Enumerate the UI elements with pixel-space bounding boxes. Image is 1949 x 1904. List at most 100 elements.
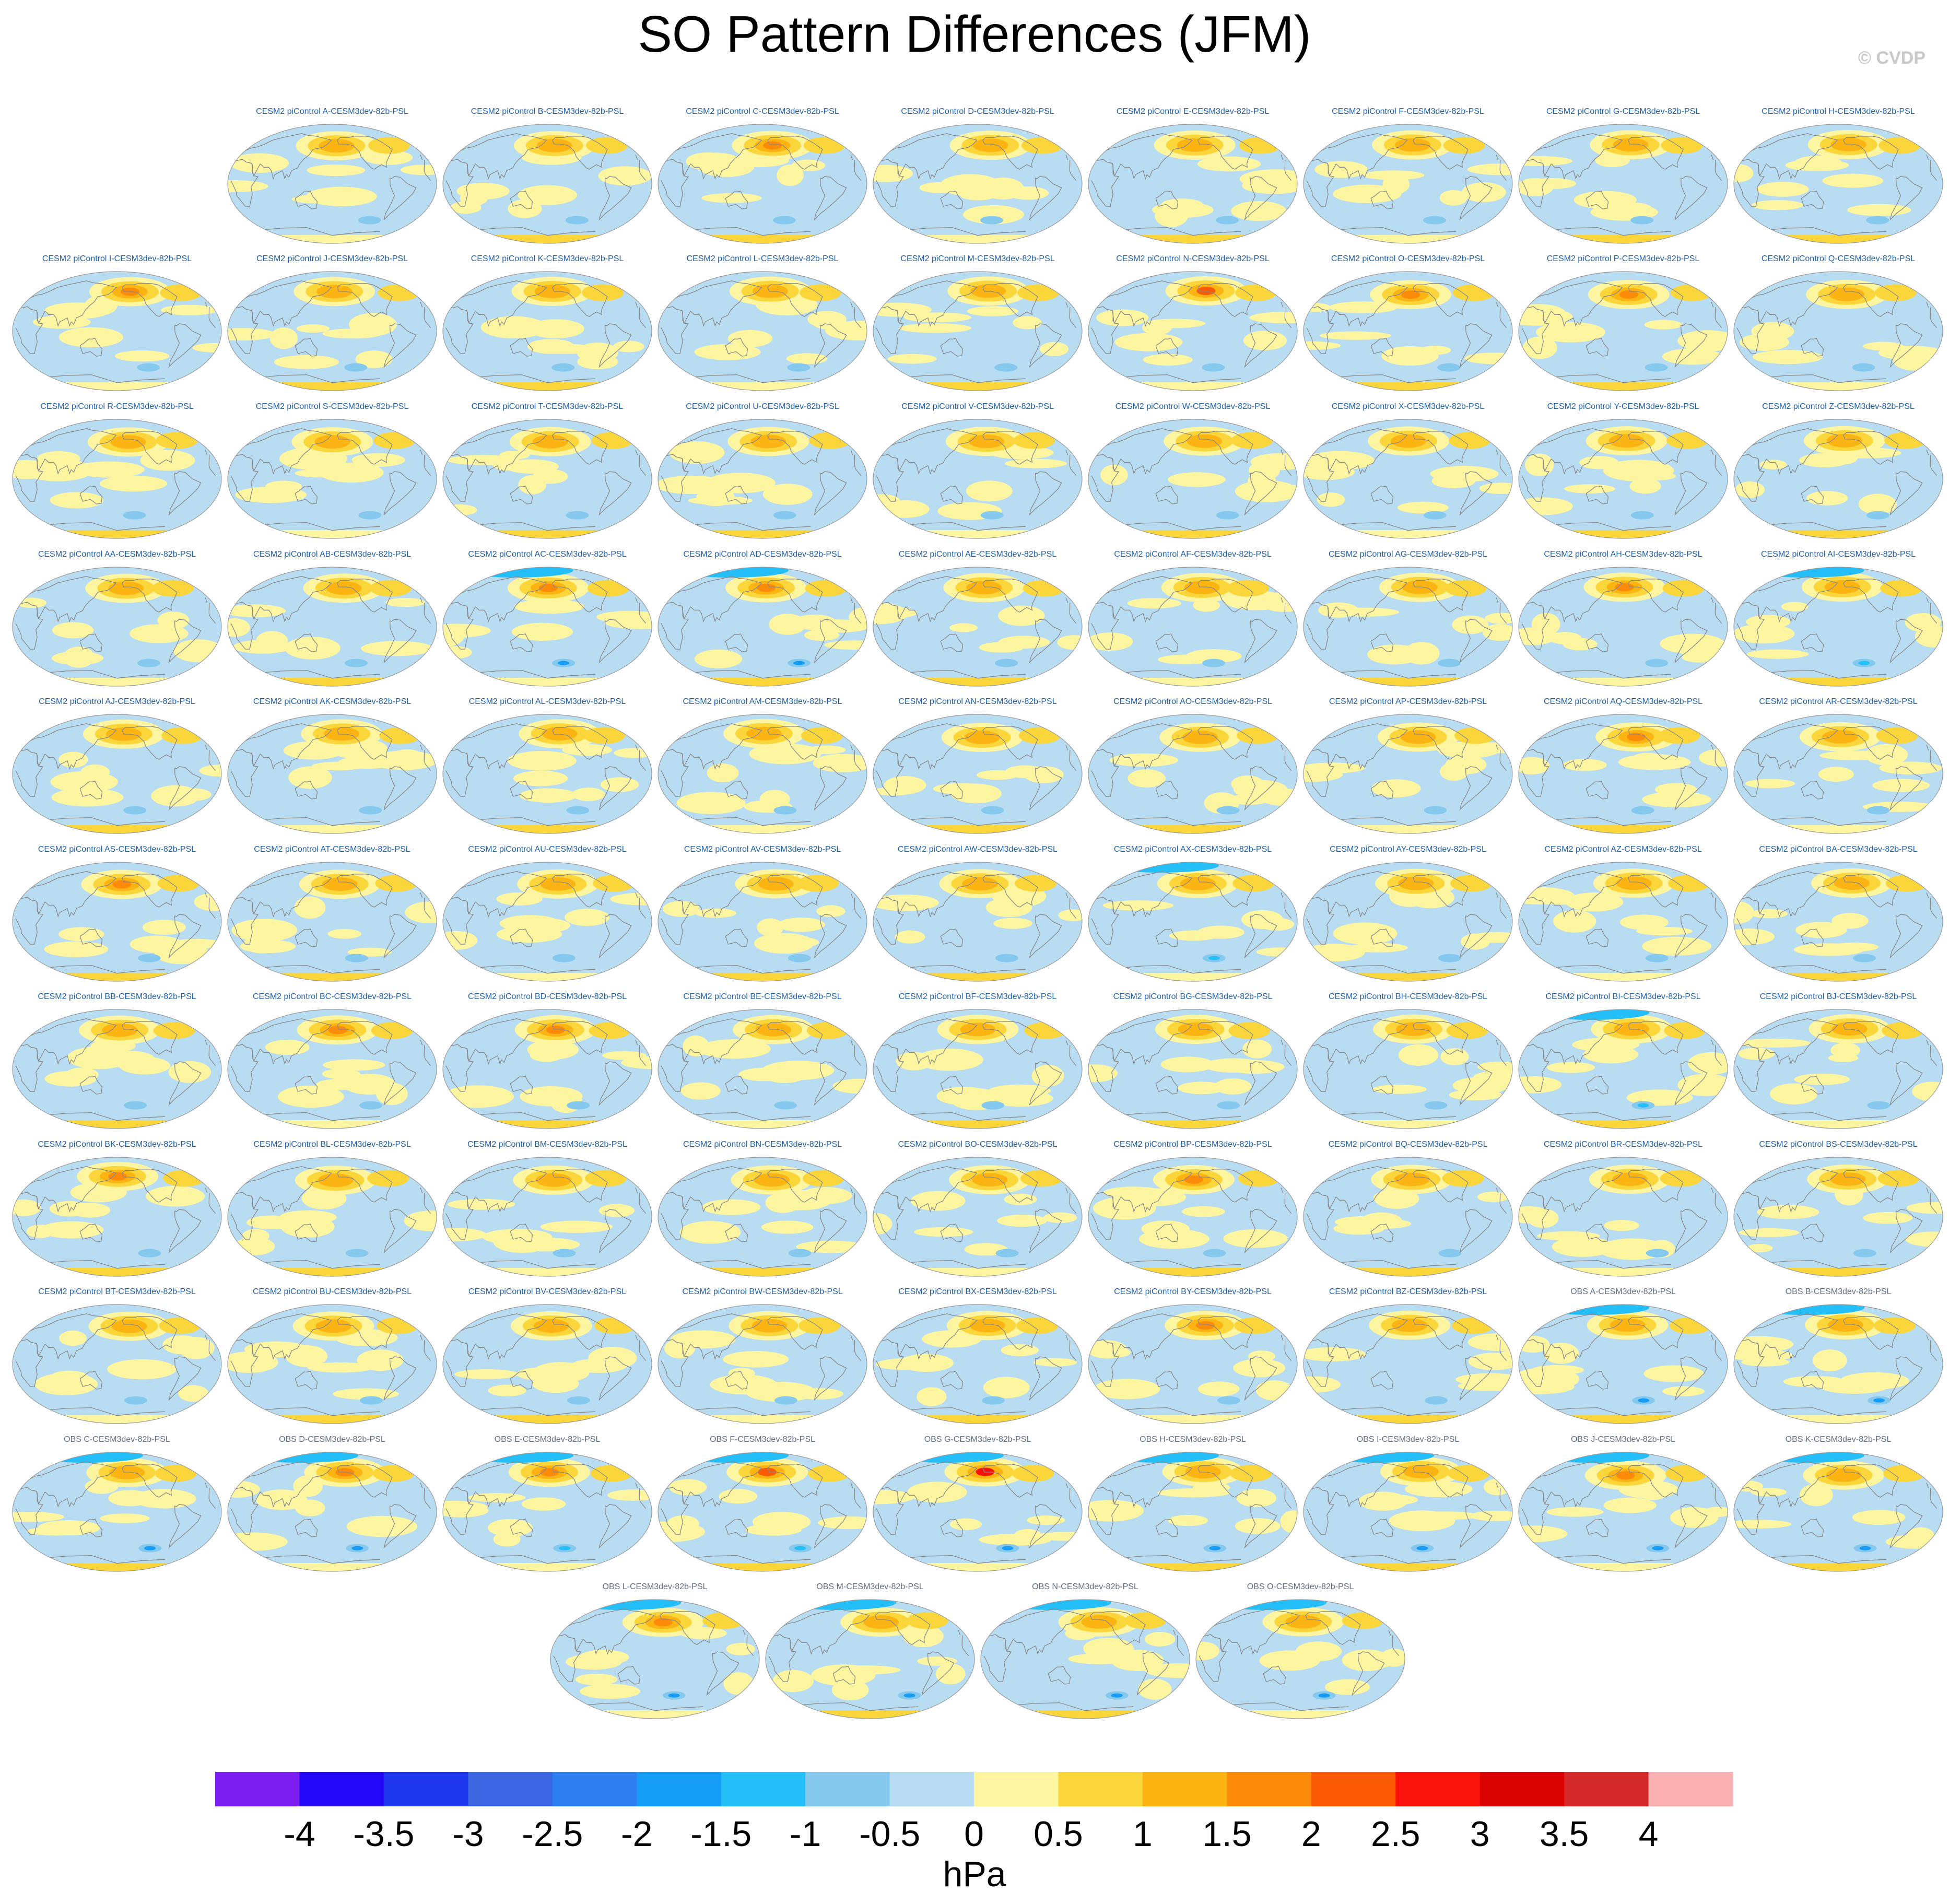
map-plot [1088,1157,1298,1277]
map-plot [873,124,1083,244]
map-plot [227,271,437,391]
map-panel: CESM2 piControl AM-CESM3dev-82b-PSL [655,697,870,838]
map-panel: OBS K-CESM3dev-82b-PSL [1731,1435,1946,1576]
panel-title: CESM2 piControl BG-CESM3dev-82b-PSL [1113,992,1273,1001]
panel-title: CESM2 piControl BD-CESM3dev-82b-PSL [467,992,627,1001]
map-plot [1303,271,1513,391]
map-plot [442,419,652,539]
panel-title: CESM2 piControl BA-CESM3dev-82b-PSL [1759,845,1918,854]
colorbar-tick-label: -2 [621,1814,652,1854]
map-panel: CESM2 piControl BG-CESM3dev-82b-PSL [1085,992,1300,1133]
panel-title: CESM2 piControl BN-CESM3dev-82b-PSL [683,1140,842,1149]
colorbar-tick-label: -0.5 [859,1814,920,1854]
map-plot [1303,1452,1513,1572]
panel-title: CESM2 piControl U-CESM3dev-82b-PSL [686,402,839,411]
map-plot [227,1452,437,1572]
colorbar-tick-label: -4 [284,1814,315,1854]
map-plot [227,124,437,244]
map-plot [1303,567,1513,687]
map-panel: CESM2 piControl AF-CESM3dev-82b-PSL [1085,549,1300,690]
map-panel: CESM2 piControl S-CESM3dev-82b-PSL [225,402,440,543]
panel-title: CESM2 piControl BW-CESM3dev-82b-PSL [682,1287,843,1296]
panel-title: CESM2 piControl AK-CESM3dev-82b-PSL [253,697,412,706]
panel-title: OBS M-CESM3dev-82b-PSL [816,1582,924,1591]
map-panel: CESM2 piControl BN-CESM3dev-82b-PSL [655,1139,870,1280]
map-plot [1733,1157,1943,1277]
map-plot [1303,1157,1513,1277]
map-plot [658,567,867,687]
panel-title: OBS B-CESM3dev-82b-PSL [1785,1287,1892,1296]
map-panel: CESM2 piControl O-CESM3dev-82b-PSL [1300,254,1516,395]
panel-title: CESM2 piControl BF-CESM3dev-82b-PSL [898,992,1057,1001]
panel-title: CESM2 piControl BL-CESM3dev-82b-PSL [253,1140,411,1149]
map-plot [1303,862,1513,982]
map-panel: CESM2 piControl BU-CESM3dev-82b-PSL [225,1287,440,1428]
map-panel: CESM2 piControl BS-CESM3dev-82b-PSL [1731,1139,1946,1280]
panel-title: OBS C-CESM3dev-82b-PSL [64,1435,170,1444]
map-panel: OBS D-CESM3dev-82b-PSL [225,1435,440,1576]
panel-title: CESM2 piControl AD-CESM3dev-82b-PSL [683,550,842,559]
map-plot [442,1304,652,1424]
map-panel: OBS B-CESM3dev-82b-PSL [1731,1287,1946,1428]
colorbar-boxes [215,1772,1733,1806]
panel-title: OBS A-CESM3dev-82b-PSL [1570,1287,1676,1296]
colorbar-tick-labels: -4 -3.5 -3 -2.5 -2 -1.5 -1 -0.5 0 0.5 1 1.5 2 2.5 3 3.5… [284,1814,1658,1854]
panel-title: CESM2 piControl BQ-CESM3dev-82b-PSL [1328,1140,1488,1149]
colorbar-tick-label: 2 [1301,1814,1321,1854]
panel-title: OBS G-CESM3dev-82b-PSL [924,1435,1031,1444]
map-plot [658,124,867,244]
map-panel: CESM2 piControl AT-CESM3dev-82b-PSL [225,844,440,985]
map-plot [1733,1009,1943,1129]
colorbar-box [637,1772,722,1806]
map-panel: CESM2 piControl BC-CESM3dev-82b-PSL [225,992,440,1133]
map-panel: OBS J-CESM3dev-82b-PSL [1516,1435,1731,1576]
map-plot [1733,1452,1943,1572]
map-plot [12,862,222,982]
colorbar-box [468,1772,553,1806]
map-plot [12,714,222,834]
map-plot [1518,1304,1728,1424]
map-plot [12,1157,222,1277]
map-plot [658,1009,867,1129]
map-plot [1303,714,1513,834]
panel-title: OBS O-CESM3dev-82b-PSL [1247,1582,1354,1591]
map-panel: CESM2 piControl BX-CESM3dev-82b-PSL [870,1287,1085,1428]
panel-title: CESM2 piControl O-CESM3dev-82b-PSL [1331,254,1485,263]
colorbar-box [1311,1772,1396,1806]
map-panel: CESM2 piControl BA-CESM3dev-82b-PSL [1731,844,1946,985]
panel-title: CESM2 piControl AW-CESM3dev-82b-PSL [898,845,1058,854]
panel-title: CESM2 piControl BX-CESM3dev-82b-PSL [898,1287,1057,1296]
colorbar-tick-label: -1.5 [690,1814,752,1854]
map-panel: CESM2 piControl BV-CESM3dev-82b-PSL [440,1287,655,1428]
panel-title: CESM2 piControl AL-CESM3dev-82b-PSL [468,697,626,706]
panel-title: CESM2 piControl S-CESM3dev-82b-PSL [255,402,409,411]
map-panel: CESM2 piControl BO-CESM3dev-82b-PSL [870,1139,1085,1280]
map-panel: CESM2 piControl D-CESM3dev-82b-PSL [870,107,1085,248]
panel-title: CESM2 piControl AR-CESM3dev-82b-PSL [1759,697,1918,706]
map-panel: OBS O-CESM3dev-82b-PSL [1193,1582,1408,1723]
map-plot [1733,862,1943,982]
map-plot [658,862,867,982]
panel-title: CESM2 piControl Z-CESM3dev-82b-PSL [1762,402,1915,411]
panel-title: OBS F-CESM3dev-82b-PSL [710,1435,815,1444]
map-plot [442,862,652,982]
panel-title: CESM2 piControl H-CESM3dev-82b-PSL [1762,107,1915,116]
panel-title: CESM2 piControl AI-CESM3dev-82b-PSL [1760,550,1916,559]
map-panel: OBS L-CESM3dev-82b-PSL [547,1582,762,1723]
map-plot [1088,567,1298,687]
panel-title: OBS I-CESM3dev-82b-PSL [1356,1435,1460,1444]
map-plot [1733,1304,1943,1424]
map-plot [1518,1452,1728,1572]
map-panel: CESM2 piControl BH-CESM3dev-82b-PSL [1300,992,1516,1133]
map-plot [1518,567,1728,687]
map-plot [980,1599,1190,1719]
panel-title: CESM2 piControl B-CESM3dev-82b-PSL [471,107,624,116]
map-plot [12,1304,222,1424]
map-panel: CESM2 piControl AO-CESM3dev-82b-PSL [1085,697,1300,838]
map-plot [873,862,1083,982]
colorbar-unit-label: hPa [943,1854,1006,1894]
panel-title: CESM2 piControl BH-CESM3dev-82b-PSL [1328,992,1488,1001]
map-panel: CESM2 piControl AV-CESM3dev-82b-PSL [655,844,870,985]
panel-title: CESM2 piControl C-CESM3dev-82b-PSL [686,107,839,116]
